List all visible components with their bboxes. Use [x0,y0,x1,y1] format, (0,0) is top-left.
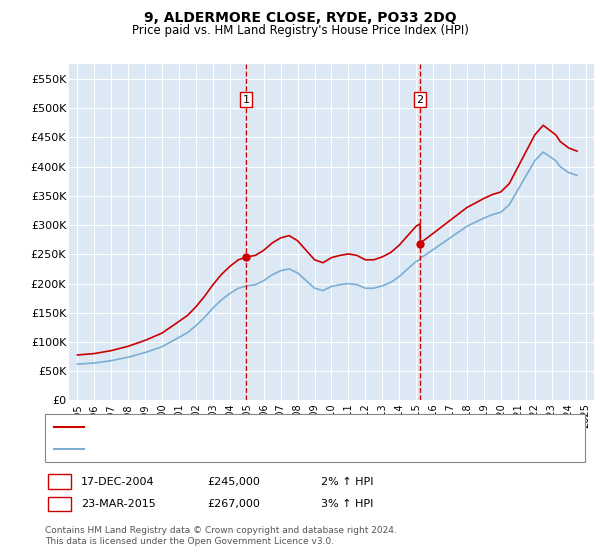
Text: 17-DEC-2004: 17-DEC-2004 [81,477,155,487]
Text: 2: 2 [416,95,424,105]
Text: £267,000: £267,000 [207,499,260,509]
Text: 23-MAR-2015: 23-MAR-2015 [81,499,156,509]
Text: 2% ↑ HPI: 2% ↑ HPI [321,477,373,487]
Text: 3% ↑ HPI: 3% ↑ HPI [321,499,373,509]
Text: Price paid vs. HM Land Registry's House Price Index (HPI): Price paid vs. HM Land Registry's House … [131,24,469,36]
Text: Contains HM Land Registry data © Crown copyright and database right 2024.
This d: Contains HM Land Registry data © Crown c… [45,526,397,546]
Text: 1: 1 [242,95,250,105]
Text: HPI: Average price, detached house, Isle of Wight: HPI: Average price, detached house, Isle… [90,444,361,454]
Text: 9, ALDERMORE CLOSE, RYDE, PO33 2DQ: 9, ALDERMORE CLOSE, RYDE, PO33 2DQ [143,11,457,25]
Text: 1: 1 [56,477,63,487]
Text: £245,000: £245,000 [207,477,260,487]
Text: 9, ALDERMORE CLOSE, RYDE, PO33 2DQ (detached house): 9, ALDERMORE CLOSE, RYDE, PO33 2DQ (deta… [90,422,411,432]
Text: 2: 2 [56,499,63,509]
